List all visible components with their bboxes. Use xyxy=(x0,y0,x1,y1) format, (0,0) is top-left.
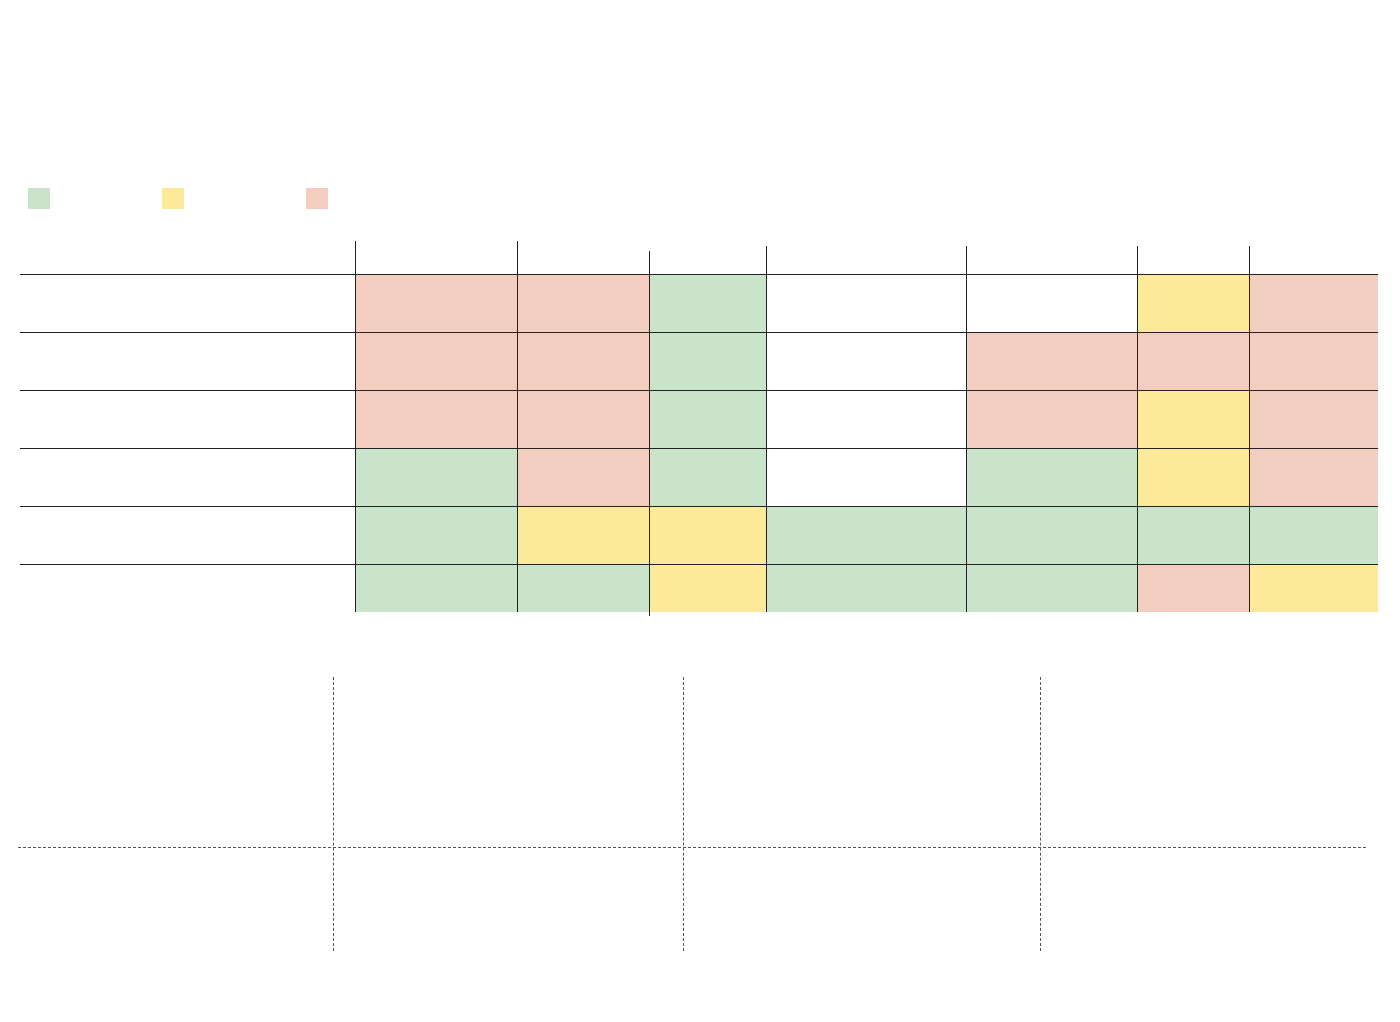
row-divider xyxy=(20,390,1378,391)
legend-swatch-yellow xyxy=(162,188,184,209)
matrix-cell xyxy=(355,506,517,564)
matrix-cell xyxy=(649,274,766,332)
matrix-cell xyxy=(355,274,517,332)
matrix-cell xyxy=(1137,332,1249,390)
row-divider xyxy=(20,448,1378,449)
dashed-row-divider xyxy=(18,847,1366,848)
column-divider xyxy=(1137,246,1138,612)
row-divider xyxy=(20,274,1378,275)
matrix-cell xyxy=(517,448,649,506)
legend-swatch-green xyxy=(28,188,50,209)
matrix-cell xyxy=(649,564,766,612)
matrix-cell xyxy=(649,390,766,448)
matrix-cell xyxy=(1249,564,1378,612)
matrix-cell xyxy=(355,448,517,506)
matrix-cell xyxy=(1137,506,1249,564)
matrix-cell xyxy=(517,564,649,612)
matrix-cell xyxy=(966,506,1137,564)
row-divider xyxy=(20,332,1378,333)
matrix-cell xyxy=(766,332,966,390)
dashed-column-divider xyxy=(333,677,334,951)
matrix-cell xyxy=(649,448,766,506)
column-divider xyxy=(517,241,518,612)
matrix-cell xyxy=(1249,274,1378,332)
row-divider xyxy=(20,506,1378,507)
matrix-cell xyxy=(966,564,1137,612)
legend-swatch-red xyxy=(306,188,328,209)
row-divider xyxy=(20,564,1378,565)
matrix-cell xyxy=(1249,506,1378,564)
matrix-cell xyxy=(517,390,649,448)
matrix-cell xyxy=(766,564,966,612)
matrix-cell xyxy=(517,506,649,564)
column-divider xyxy=(1249,246,1250,612)
matrix-cell xyxy=(1249,332,1378,390)
matrix-cell xyxy=(966,332,1137,390)
matrix-cell xyxy=(649,506,766,564)
matrix-cell xyxy=(1249,390,1378,448)
matrix-cell xyxy=(649,332,766,390)
matrix-cell xyxy=(1137,390,1249,448)
matrix-cell xyxy=(1249,448,1378,506)
matrix-cell xyxy=(766,390,966,448)
matrix-cell xyxy=(517,332,649,390)
matrix-cell xyxy=(1137,274,1249,332)
matrix-cell xyxy=(1137,448,1249,506)
column-divider xyxy=(355,241,356,612)
matrix-cell xyxy=(766,448,966,506)
matrix-cell xyxy=(966,274,1137,332)
column-divider xyxy=(766,246,767,612)
matrix-cell xyxy=(966,448,1137,506)
matrix-cell xyxy=(355,332,517,390)
dashed-column-divider xyxy=(683,677,684,951)
matrix-cell xyxy=(766,506,966,564)
matrix-cell xyxy=(766,274,966,332)
matrix-cell xyxy=(1137,564,1249,612)
matrix-cell xyxy=(355,390,517,448)
matrix-cell xyxy=(517,274,649,332)
matrix-cell xyxy=(355,564,517,612)
matrix-cell xyxy=(966,390,1137,448)
dashed-column-divider xyxy=(1040,677,1041,951)
column-divider xyxy=(966,246,967,612)
column-divider xyxy=(649,251,650,616)
